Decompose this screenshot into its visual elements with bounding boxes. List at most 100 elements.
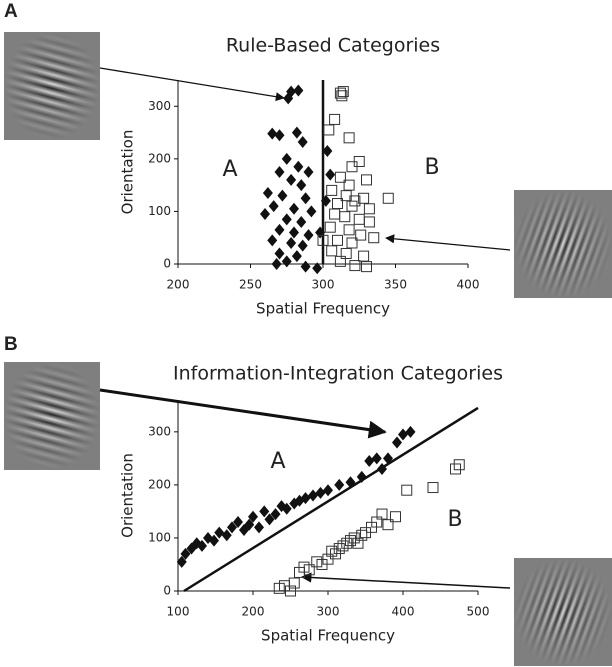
category-boundary bbox=[183, 406, 479, 593]
diamond-point bbox=[334, 478, 345, 491]
diamond-point bbox=[281, 255, 292, 268]
diamond-point bbox=[325, 168, 336, 181]
x-tick-label: 300 bbox=[312, 278, 335, 292]
diamond-point bbox=[197, 539, 207, 552]
diamond-point bbox=[293, 84, 304, 97]
x-tick-label: 250 bbox=[239, 278, 262, 292]
square-point bbox=[356, 529, 368, 541]
panel-label: B bbox=[4, 334, 18, 355]
square-point bbox=[288, 577, 300, 589]
x-axis-label: Spatial Frequency bbox=[261, 627, 395, 645]
panel-label: A bbox=[4, 1, 18, 22]
square-point bbox=[358, 192, 370, 204]
square-point bbox=[361, 261, 372, 273]
square-point bbox=[353, 155, 365, 167]
diamond-point bbox=[300, 260, 311, 273]
square-point bbox=[401, 484, 413, 496]
arrow bbox=[385, 234, 511, 251]
square-point bbox=[303, 564, 315, 576]
square-point bbox=[326, 184, 338, 196]
square-point bbox=[358, 250, 370, 262]
diamond-point bbox=[270, 508, 281, 521]
y-tick-label: 0 bbox=[163, 257, 171, 271]
square-point bbox=[376, 508, 388, 520]
square-point bbox=[453, 459, 465, 471]
square-point bbox=[317, 234, 329, 246]
diamond-point bbox=[209, 534, 219, 547]
diamond-point bbox=[281, 213, 292, 226]
diamond-point bbox=[377, 462, 387, 475]
square-point bbox=[450, 463, 461, 475]
square-point bbox=[329, 208, 341, 220]
square-point bbox=[343, 224, 355, 236]
category-label: A bbox=[270, 449, 285, 474]
chart-title: Information-Integration Categories bbox=[173, 363, 503, 385]
diamond-point bbox=[308, 489, 318, 502]
square-point bbox=[353, 213, 365, 225]
gabor-image bbox=[514, 190, 612, 298]
category-label: B bbox=[447, 507, 462, 532]
diamond-point bbox=[293, 160, 304, 173]
square-point bbox=[337, 86, 349, 98]
square-point bbox=[390, 511, 401, 523]
square-point bbox=[323, 124, 335, 136]
diamond-point bbox=[296, 215, 307, 228]
diamond-point bbox=[283, 92, 294, 105]
square-point bbox=[346, 237, 358, 249]
diamond-point bbox=[176, 555, 187, 568]
y-tick-label: 100 bbox=[148, 530, 171, 544]
diamond-point bbox=[267, 234, 278, 247]
y-axis-label: Orientation bbox=[119, 453, 137, 538]
y-tick-label: 200 bbox=[148, 151, 171, 165]
diamond-point bbox=[398, 428, 408, 441]
diamond-point bbox=[244, 518, 255, 531]
gabor-image bbox=[4, 32, 100, 140]
diamond-point bbox=[383, 452, 393, 465]
diamond-point bbox=[296, 179, 307, 192]
chart-title: Rule-Based Categories bbox=[226, 35, 440, 57]
diamond-point bbox=[214, 526, 225, 539]
diamond-point bbox=[281, 152, 292, 165]
diamond-point bbox=[300, 492, 311, 505]
x-tick-label: 500 bbox=[467, 605, 490, 619]
square-point bbox=[343, 179, 355, 191]
diamond-point bbox=[281, 502, 292, 515]
square-point bbox=[326, 545, 338, 557]
x-tick-label: 100 bbox=[167, 605, 190, 619]
diamond-point bbox=[274, 247, 285, 260]
diamond-point bbox=[297, 239, 308, 252]
diamond-point bbox=[297, 136, 308, 149]
square-point bbox=[361, 174, 372, 186]
diamond-point bbox=[291, 250, 302, 263]
x-tick-label: 400 bbox=[392, 605, 415, 619]
square-point bbox=[345, 535, 356, 547]
diamond-point bbox=[306, 205, 317, 218]
diamond-point bbox=[233, 516, 243, 529]
square-point bbox=[326, 245, 338, 257]
square-point bbox=[363, 216, 375, 228]
y-tick-label: 300 bbox=[148, 424, 171, 438]
square-point bbox=[332, 234, 343, 246]
diamond-point bbox=[289, 202, 299, 215]
diamond-point bbox=[405, 425, 416, 438]
diamond-point bbox=[289, 226, 299, 239]
arrow bbox=[99, 67, 285, 102]
x-tick-label: 400 bbox=[457, 278, 480, 292]
arrow bbox=[300, 572, 511, 589]
y-tick-label: 200 bbox=[148, 477, 171, 491]
x-tick-label: 300 bbox=[317, 605, 340, 619]
diamond-point bbox=[356, 470, 367, 483]
square-point bbox=[336, 90, 348, 102]
diamond-point bbox=[303, 229, 314, 242]
square-point bbox=[285, 585, 296, 597]
square-point bbox=[349, 260, 361, 272]
diamond-point bbox=[312, 262, 323, 275]
diamond-point bbox=[320, 194, 331, 207]
diamond-point bbox=[274, 166, 285, 178]
diamond-point bbox=[259, 505, 270, 518]
y-tick-label: 300 bbox=[148, 99, 171, 113]
diamond-point bbox=[323, 484, 333, 497]
diamond-point bbox=[254, 521, 264, 534]
gabor-image bbox=[4, 362, 100, 470]
